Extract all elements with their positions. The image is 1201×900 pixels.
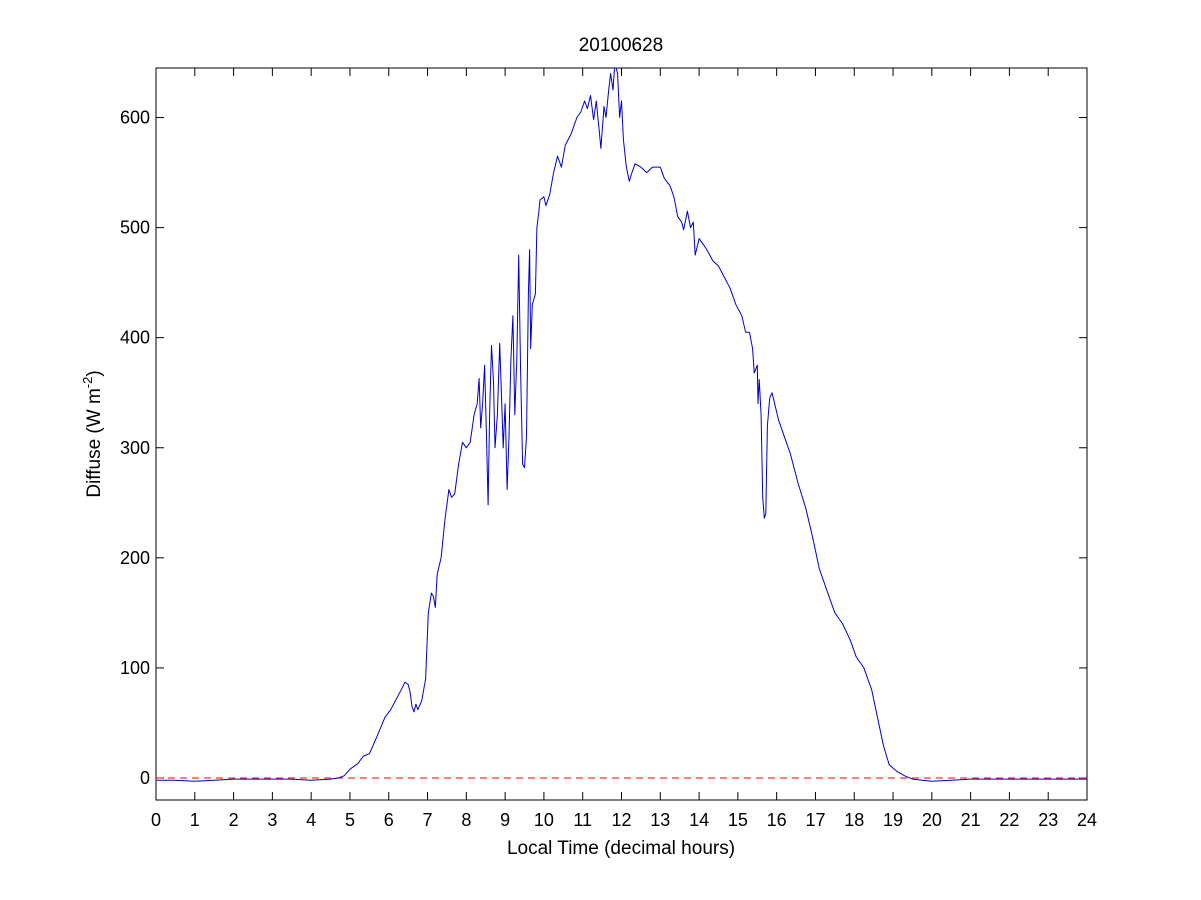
x-tick-label: 24 (1077, 810, 1097, 830)
x-tick-label: 4 (306, 810, 316, 830)
y-axis-label-suffix: ) (84, 370, 105, 376)
y-tick-label: 300 (120, 438, 150, 458)
x-tick-label: 1 (190, 810, 200, 830)
chart-title: 20100628 (579, 35, 664, 56)
plot-area-border (155, 67, 1088, 801)
axes-frame (155, 67, 1088, 801)
x-tick-label: 7 (423, 810, 433, 830)
x-tick-label: 21 (961, 810, 981, 830)
y-tick-label: 400 (120, 328, 150, 348)
x-tick-label: 0 (151, 810, 161, 830)
x-tick-label: 19 (883, 810, 903, 830)
x-tick-label: 6 (384, 810, 394, 830)
x-tick-label: 8 (461, 810, 471, 830)
y-tick-label: 100 (120, 658, 150, 678)
x-tick-label: 23 (1038, 810, 1058, 830)
x-tick-label: 17 (805, 810, 825, 830)
x-tick-label: 9 (500, 810, 510, 830)
x-tick-label: 15 (728, 810, 748, 830)
x-tick-label: 2 (229, 810, 239, 830)
y-axis-label-prefix: Diffuse (W m (84, 388, 105, 497)
x-tick-label: 22 (999, 810, 1019, 830)
x-tick-label: 18 (844, 810, 864, 830)
x-tick-label: 10 (534, 810, 554, 830)
axis-ticks (155, 68, 1088, 800)
x-tick-label: 16 (767, 810, 787, 830)
tick-labels: 0 1 2 3 4 5 6 7 8 9 10 11 12 13 14 15 16 17 18 19 20 21 22 23 24… (120, 108, 1097, 830)
y-axis-label-superscript: -2 (80, 377, 95, 389)
x-tick-label: 11 (573, 810, 592, 830)
x-tick-label: 13 (650, 810, 670, 830)
y-tick-label: 500 (120, 218, 150, 238)
x-axis-label: Local Time (decimal hours) (507, 838, 735, 859)
series-line-0 (156, 67, 1087, 782)
x-tick-label: 5 (345, 810, 355, 830)
y-tick-label: 0 (140, 768, 150, 788)
y-tick-label: 200 (120, 548, 150, 568)
y-axis-label: Diffuse (W m-2) (80, 370, 105, 497)
series-group (156, 67, 1087, 782)
x-tick-label: 3 (267, 810, 277, 830)
x-tick-label: 12 (611, 810, 631, 830)
x-tick-label: 14 (689, 810, 709, 830)
y-tick-label: 600 (120, 108, 150, 128)
x-tick-label: 20 (922, 810, 942, 830)
